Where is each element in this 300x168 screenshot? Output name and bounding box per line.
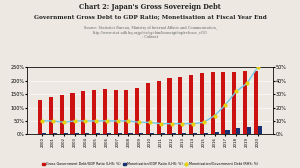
Bar: [81, 91, 86, 134]
Bar: [225, 130, 230, 134]
Bar: [172, 133, 176, 134]
Bar: [182, 133, 186, 134]
Bar: [96, 133, 100, 134]
Bar: [221, 72, 225, 134]
Bar: [167, 78, 172, 134]
Bar: [85, 133, 89, 134]
Bar: [107, 133, 111, 134]
Bar: [64, 133, 68, 134]
Bar: [103, 89, 107, 134]
Bar: [157, 81, 161, 134]
Bar: [124, 90, 128, 134]
Bar: [161, 133, 165, 134]
Bar: [60, 95, 64, 134]
Bar: [38, 100, 42, 134]
Bar: [254, 71, 258, 134]
Text: Source: Statistics Bureau, Ministry of Internal Affairs and Communication,
http:: Source: Statistics Bureau, Ministry of I…: [84, 26, 216, 39]
Bar: [150, 133, 154, 134]
Bar: [178, 77, 182, 134]
Bar: [193, 133, 197, 134]
Bar: [243, 71, 247, 134]
Bar: [200, 73, 204, 134]
Bar: [139, 133, 143, 134]
Bar: [135, 88, 139, 134]
Bar: [128, 133, 133, 134]
Bar: [92, 90, 96, 134]
Bar: [42, 133, 46, 134]
Text: Government Gross Debt to GDP Ratio; Monetisation at Fiscal Year End: Government Gross Debt to GDP Ratio; Mone…: [34, 14, 266, 19]
Bar: [146, 82, 150, 134]
Bar: [247, 127, 251, 134]
Legend: Gross Government Debt/GDP Ratio (LHS: %), Monetisation/GDP Ratio (LHS: %), Monet: Gross Government Debt/GDP Ratio (LHS: %)…: [42, 162, 258, 166]
Bar: [53, 133, 57, 134]
Bar: [70, 93, 75, 134]
Bar: [189, 75, 193, 134]
Bar: [75, 133, 79, 134]
Bar: [118, 133, 122, 134]
Bar: [214, 132, 219, 134]
Bar: [232, 72, 236, 134]
Text: Chart 2: Japan's Gross Sovereign Debt: Chart 2: Japan's Gross Sovereign Debt: [79, 3, 221, 11]
Bar: [114, 90, 118, 134]
Bar: [211, 72, 214, 134]
Bar: [49, 97, 53, 134]
Bar: [258, 126, 262, 134]
Bar: [236, 129, 240, 134]
Bar: [204, 133, 208, 134]
